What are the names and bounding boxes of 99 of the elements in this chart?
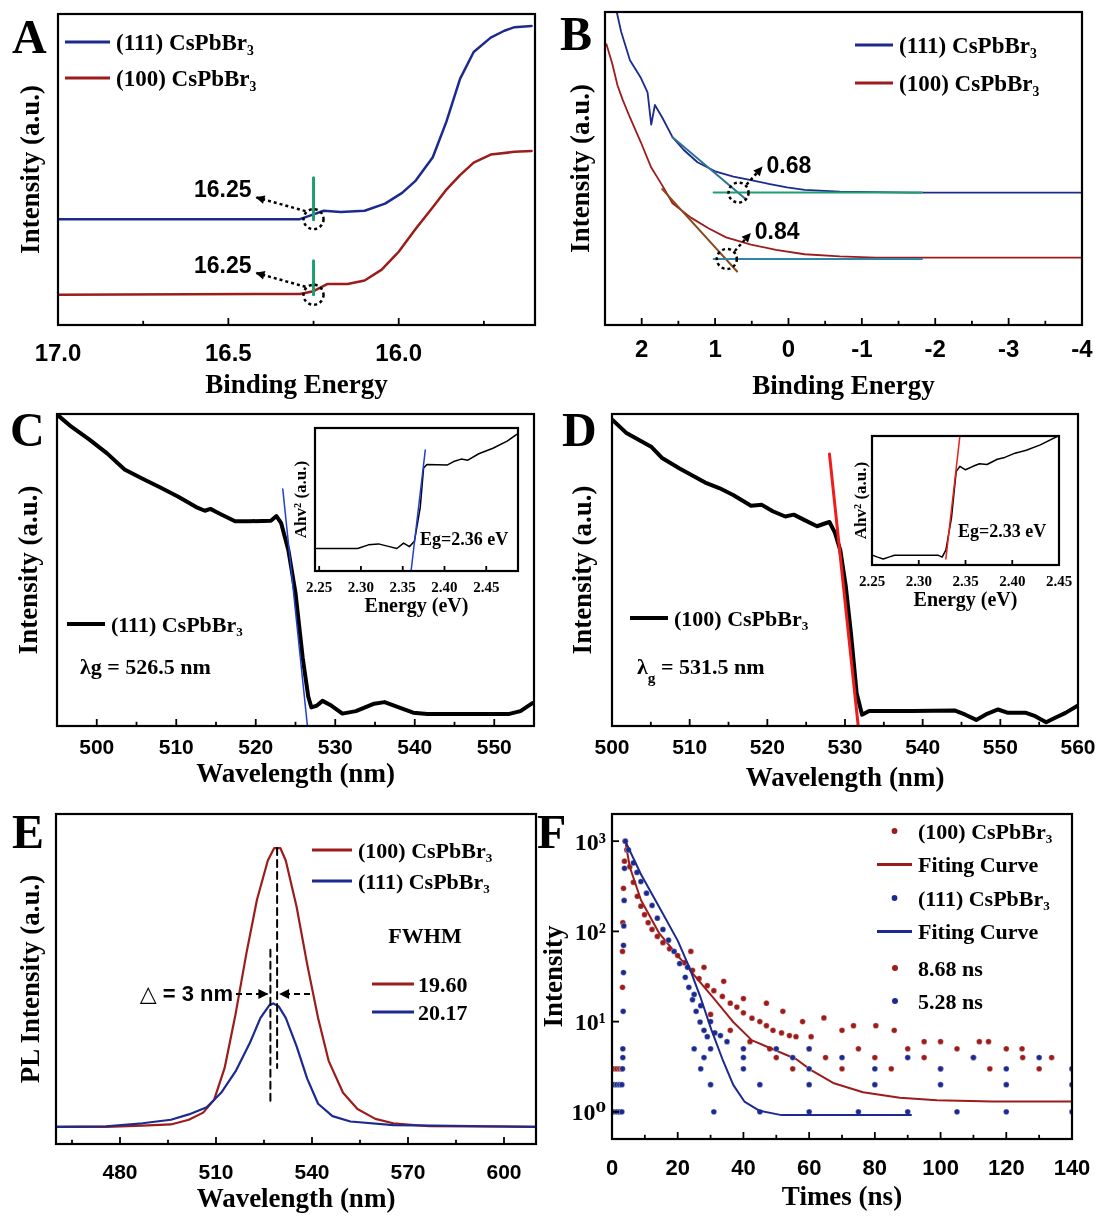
chart-title: E	[12, 805, 45, 858]
y-axis-title: Intensity (a.u.)	[15, 85, 46, 254]
x-tick-label: 480	[102, 1160, 138, 1183]
annotation: λ$_{g}$ = 531.5 nm	[637, 654, 765, 686]
x-tick-label: -3	[997, 335, 1020, 362]
annotation: 19.60	[418, 972, 468, 997]
x-tick-label: 2.25	[858, 573, 886, 589]
x-tick-label: -2	[924, 335, 946, 362]
line-series	[624, 840, 912, 1117]
legend-label: (111) CsPbBr₃	[918, 885, 1051, 911]
annotation: Eg=2.36 eV	[420, 529, 509, 549]
legend-label: (100) CsPbBr₃	[116, 66, 257, 92]
x-axis-title: Wavelength (nm)	[196, 1183, 396, 1213]
legend-label: (111) CsPbBr₃	[116, 30, 254, 56]
x-tick-label: 550	[476, 735, 512, 758]
y-tick-label: 10⁰	[571, 1099, 606, 1126]
x-tick-label: 2.45	[473, 579, 500, 595]
annotation: △ = 3 nm	[139, 981, 233, 1006]
x-axis-title: Energy (eV)	[913, 588, 1018, 611]
x-tick-label: 530	[827, 735, 863, 758]
annotation: FWHM	[388, 923, 462, 948]
x-tick-label: 540	[397, 735, 433, 758]
x-tick-label: 16.0	[375, 339, 423, 366]
x-tick-label: 550	[982, 735, 1018, 758]
x-tick-label: 510	[672, 735, 708, 758]
x-tick-label: -4	[1071, 335, 1094, 362]
annotation: 0.68	[766, 151, 812, 178]
x-tick-label: -1	[851, 335, 873, 362]
annotation: 0.84	[754, 218, 800, 245]
x-axis-title: Binding Energy	[752, 370, 936, 400]
x-tick-label: 100	[922, 1155, 959, 1180]
x-tick-label: 600	[486, 1160, 522, 1183]
y-tick-label: 10³	[574, 828, 606, 855]
x-axis-title: Binding Energy	[205, 369, 389, 399]
y-axis-title: Intensity	[538, 924, 569, 1028]
chart-title: D	[562, 403, 597, 456]
x-tick-label: 2.35	[389, 579, 416, 595]
x-axis-title: Wavelength (nm)	[196, 758, 395, 788]
y-tick-label: 10¹	[574, 1009, 606, 1036]
chart-title: B	[560, 7, 593, 60]
x-tick-label: 520	[238, 735, 274, 758]
x-axis-title: Energy (eV)	[364, 594, 469, 617]
x-tick-label: 520	[749, 735, 785, 758]
x-tick-label: 17.0	[34, 339, 82, 366]
annotation: Eg=2.33 eV	[958, 521, 1047, 541]
annotation: 16.25	[193, 176, 252, 203]
annotation: 5.28 ns	[918, 989, 984, 1014]
x-tick-label: 2.30	[347, 579, 375, 595]
y-axis-title: Intensity (a.u.)	[13, 485, 44, 655]
x-tick-label: 500	[594, 735, 630, 758]
x-tick-label: 500	[79, 735, 115, 758]
x-tick-label: 2.25	[306, 579, 333, 595]
x-tick-label: 60	[796, 1155, 822, 1180]
annotation: λg = 526.5 nm	[80, 654, 211, 679]
x-tick-label: 20	[665, 1155, 690, 1180]
chart-title: C	[10, 403, 45, 456]
annotation: 8.68 ns	[918, 956, 984, 981]
y-axis-title: PL Intensity (a.u.)	[15, 874, 46, 1084]
x-tick-label: 2	[635, 335, 649, 362]
x-tick-label: 1	[708, 335, 722, 362]
legend-label: (111) CsPbBr₃	[899, 33, 1037, 59]
x-tick-label: 120	[987, 1155, 1025, 1180]
y-axis-title: Intensity (a.u.)	[567, 485, 598, 655]
y-tick-label: 10²	[574, 918, 606, 945]
x-tick-label: 510	[158, 735, 194, 758]
chart-title: A	[12, 10, 47, 63]
x-tick-label: 2.45	[1045, 573, 1073, 589]
legend-label: (100) CsPbBr₃	[918, 818, 1053, 844]
annotation: 16.25	[193, 251, 252, 278]
x-tick-label: 140	[1053, 1155, 1091, 1180]
x-tick-label: 540	[294, 1160, 330, 1183]
x-tick-label: 80	[862, 1155, 888, 1180]
legend-label: (100) CsPbBr₃	[899, 71, 1040, 97]
x-axis-title: Wavelength (nm)	[745, 762, 945, 792]
x-tick-label: 40	[731, 1155, 756, 1180]
x-tick-label: 510	[198, 1160, 234, 1183]
x-tick-label: 2.40	[431, 579, 458, 595]
annotation: 20.17	[418, 1000, 468, 1025]
x-tick-label: 2.30	[905, 573, 932, 589]
legend-label: Fiting Curve	[918, 852, 1039, 878]
y-axis-title: Ahv² (a.u.)	[850, 461, 870, 540]
x-tick-label: 570	[390, 1160, 426, 1183]
x-tick-label: 2.40	[999, 573, 1026, 589]
legend-label: (100) CsPbBr₃	[674, 605, 809, 631]
x-tick-label: 560	[1060, 735, 1096, 758]
chart-title: F	[537, 805, 567, 858]
y-axis-title: Ahv² (a.u.)	[290, 460, 310, 539]
legend-label: (111) CsPbBr₃	[111, 611, 244, 637]
x-tick-label: 0	[781, 335, 796, 362]
x-tick-label: 2.35	[952, 573, 979, 589]
x-tick-label: 16.5	[205, 339, 252, 366]
x-tick-label: 530	[317, 735, 353, 758]
legend-label: (100) CsPbBr₃	[358, 837, 493, 863]
y-axis-title: Intensity (a.u.)	[565, 84, 596, 253]
x-tick-label: 0	[605, 1155, 619, 1180]
legend-label: Fiting Curve	[918, 919, 1039, 945]
legend-label: (111) CsPbBr₃	[358, 868, 491, 894]
x-tick-label: 540	[905, 735, 941, 758]
x-axis-title: Times (ns)	[781, 1181, 903, 1211]
